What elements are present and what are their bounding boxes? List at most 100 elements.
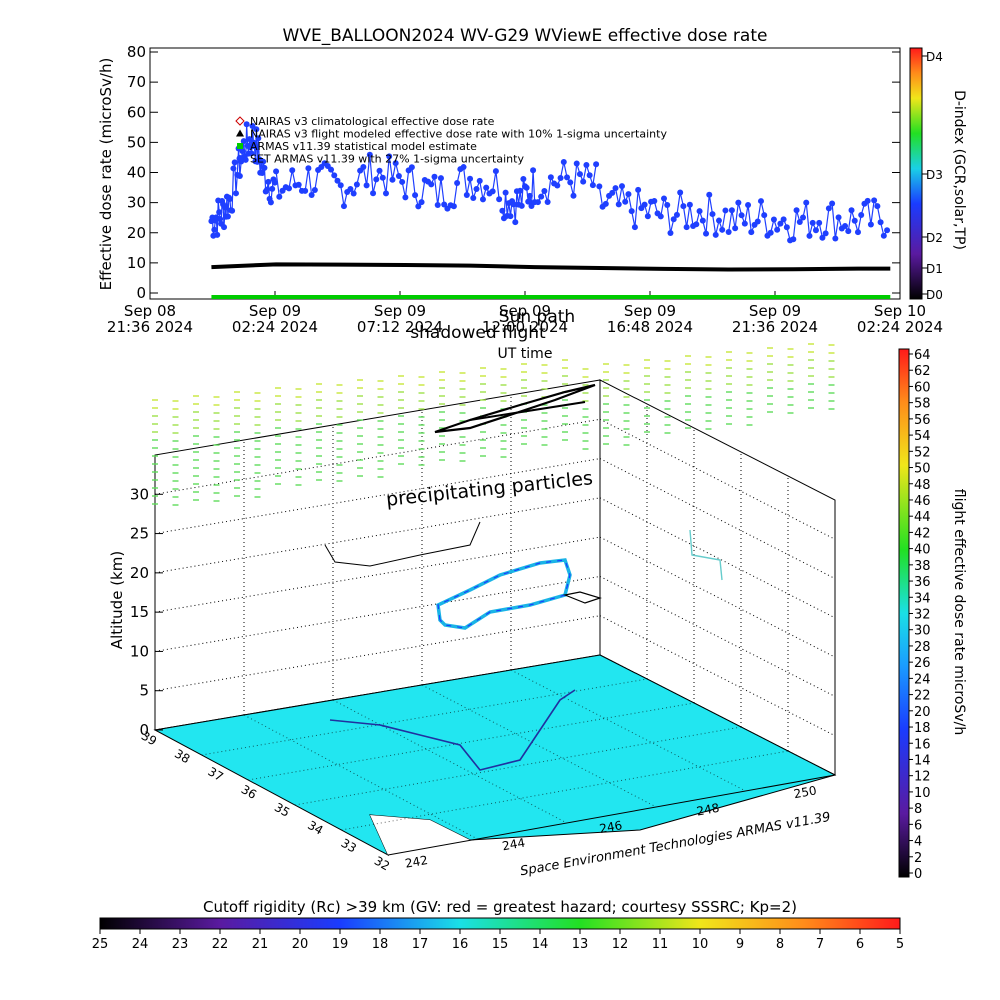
armas-point bbox=[240, 138, 247, 145]
dose-tick-label: 56 bbox=[914, 413, 931, 428]
armas-point bbox=[693, 221, 700, 228]
legend-label: NAIRAS v3 flight modeled effective dose … bbox=[250, 128, 667, 141]
dose-tick-label: 2 bbox=[914, 851, 922, 866]
armas-point bbox=[366, 151, 373, 158]
armas-point bbox=[615, 201, 622, 208]
cutoff-rigidity-label: Cutoff rigidity (Rc) >39 km (GV: red = g… bbox=[203, 898, 797, 916]
rc-tick-label: 19 bbox=[332, 937, 349, 952]
d-index-tick-label: D0 bbox=[926, 288, 943, 302]
armas-point bbox=[541, 188, 548, 195]
top-legend: NAIRAS v3 climatological effective dose … bbox=[235, 115, 667, 166]
armas-point bbox=[434, 201, 441, 208]
chart-title: WVE_BALLOON2024 WV-G29 WViewE effective … bbox=[283, 26, 768, 46]
x-tick-day: Sep 08 bbox=[124, 302, 176, 320]
armas-point bbox=[222, 204, 228, 211]
armas-point bbox=[635, 186, 642, 193]
d-index-colorbar: D0 D1 D2 D3 D4 D-index (GCR,solar,TP) bbox=[909, 47, 967, 302]
armas-point bbox=[803, 199, 810, 206]
rc-tick-label: 14 bbox=[532, 937, 549, 952]
armas-point bbox=[305, 165, 312, 172]
armas-point bbox=[822, 230, 829, 237]
armas-point bbox=[267, 199, 274, 206]
x-tick-day: Sep 09 bbox=[499, 302, 551, 320]
armas-point bbox=[517, 187, 524, 194]
dose-tick-label: 22 bbox=[914, 689, 931, 704]
armas-point bbox=[431, 173, 438, 180]
lat-tick-label: 36 bbox=[239, 782, 259, 802]
armas-point bbox=[483, 184, 490, 191]
armas-point bbox=[809, 219, 816, 226]
armas-point bbox=[657, 213, 664, 220]
armas-point bbox=[221, 224, 228, 231]
armas-point bbox=[686, 201, 693, 208]
armas-point bbox=[337, 182, 344, 189]
x-tick-day: Sep 09 bbox=[249, 302, 301, 320]
dose-rate-ticks: 0246810121416182022242628303234363840424… bbox=[909, 348, 931, 882]
armas-point bbox=[507, 213, 514, 220]
nairas-flight-line bbox=[211, 262, 891, 272]
armas-point bbox=[510, 201, 517, 208]
armas-point bbox=[580, 178, 587, 185]
armas-point bbox=[670, 216, 677, 223]
legend-marker-circle bbox=[236, 155, 244, 162]
dose-tick-label: 10 bbox=[914, 786, 931, 801]
armas-point bbox=[418, 199, 425, 206]
lat-tick-label: 33 bbox=[339, 836, 359, 856]
armas-point bbox=[709, 211, 716, 218]
armas-point bbox=[261, 164, 268, 171]
ground-gridline bbox=[332, 699, 568, 824]
armas-point bbox=[735, 199, 742, 206]
armas-point bbox=[217, 216, 224, 223]
armas-point bbox=[547, 174, 554, 181]
legend-label: SET ARMAS v11.39 with 27% 1-sigma uncert… bbox=[250, 153, 524, 166]
ground-gridline bbox=[421, 684, 657, 808]
armas-point bbox=[715, 217, 722, 224]
dose-tick-label: 52 bbox=[914, 445, 931, 460]
legend-marker-triangle bbox=[236, 129, 244, 137]
armas-point bbox=[363, 182, 370, 189]
armas-point bbox=[767, 229, 774, 236]
front-edge bbox=[387, 774, 836, 856]
lat-tick-label: 34 bbox=[305, 818, 325, 838]
armas-point bbox=[350, 190, 357, 197]
dose-tick-label: 36 bbox=[914, 575, 931, 590]
armas-point bbox=[622, 198, 629, 205]
dose-tick-label: 34 bbox=[914, 591, 931, 606]
armas-point bbox=[719, 226, 726, 233]
armas-point bbox=[761, 212, 768, 219]
dose-tick-label: 6 bbox=[914, 818, 922, 833]
armas-point bbox=[722, 207, 729, 214]
ground-track bbox=[329, 689, 576, 771]
ground-surface bbox=[153, 654, 837, 857]
armas-point bbox=[848, 207, 855, 214]
dose-tick-label: 20 bbox=[914, 705, 931, 720]
alt-tick-label: 25 bbox=[130, 525, 149, 543]
armas-point bbox=[534, 199, 541, 206]
armas-point bbox=[441, 201, 448, 208]
armas-point bbox=[854, 229, 861, 236]
armas-point bbox=[858, 212, 865, 219]
x-tick-time: 02:24 2024 bbox=[232, 318, 318, 336]
dose-tick-label: 26 bbox=[914, 656, 931, 671]
rc-tick-label: 11 bbox=[652, 937, 669, 952]
armas-point bbox=[328, 166, 335, 173]
y-tick-label: 70 bbox=[127, 73, 146, 91]
shadowed-flight-label: shadowed flight bbox=[410, 323, 546, 343]
armas-point bbox=[612, 185, 619, 192]
armas-point bbox=[564, 174, 571, 181]
dose-tick-label: 28 bbox=[914, 640, 931, 655]
dose-tick-label: 24 bbox=[914, 672, 931, 687]
dose-tick-label: 14 bbox=[914, 753, 931, 768]
dose-tick-label: 12 bbox=[914, 770, 931, 785]
armas-point bbox=[732, 225, 739, 232]
longitude-axis: 242 244 246 248 250 bbox=[404, 783, 818, 870]
armas-point bbox=[289, 167, 296, 174]
armas-point bbox=[415, 203, 422, 210]
armas-point bbox=[586, 172, 593, 179]
dose-tick-label: 64 bbox=[914, 348, 931, 363]
armas-point bbox=[331, 172, 338, 179]
armas-point bbox=[845, 228, 852, 235]
